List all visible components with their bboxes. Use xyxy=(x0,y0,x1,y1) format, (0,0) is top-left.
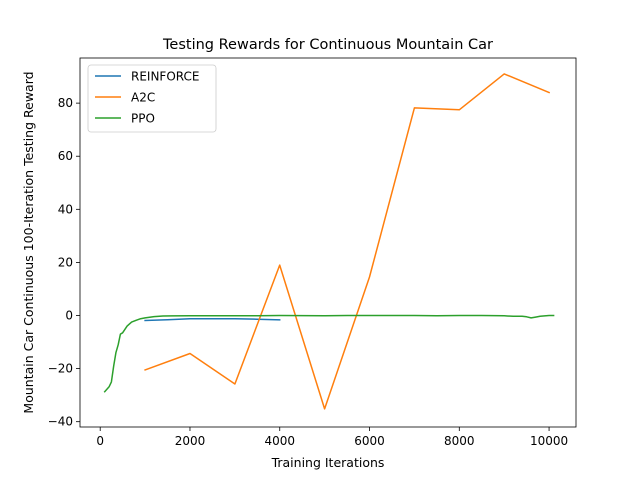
x-tick-label: 8000 xyxy=(444,434,475,448)
plot-frame xyxy=(79,57,577,428)
legend: REINFORCE A2C PPO xyxy=(87,64,217,133)
y-tick-label: 0 xyxy=(65,309,73,323)
x-tick-label: 10000 xyxy=(530,434,568,448)
legend-label: REINFORCE xyxy=(131,70,199,84)
x-tick-label: 6000 xyxy=(354,434,385,448)
x-tick-label: 2000 xyxy=(175,434,206,448)
x-axis: 0 2000 4000 6000 8000 10000 xyxy=(96,427,568,448)
y-tick-label: 40 xyxy=(58,202,73,216)
y-tick-label: −40 xyxy=(48,415,73,429)
y-tick-label: 60 xyxy=(58,149,73,163)
y-axis: −40 −20 0 20 40 60 80 xyxy=(48,96,80,429)
series-line-ppo xyxy=(103,314,555,393)
legend-frame xyxy=(87,64,217,133)
x-tick-label: 0 xyxy=(96,434,104,448)
series-line-reinforce xyxy=(144,317,281,322)
x-tick-label: 4000 xyxy=(264,434,295,448)
series-line-a2c xyxy=(144,73,551,410)
y-tick-label: 80 xyxy=(58,96,73,110)
y-axis-label: Mountain Car Continuous 100-Iteration Te… xyxy=(21,71,36,413)
x-axis-label: Training Iterations xyxy=(271,455,385,470)
legend-label: A2C xyxy=(131,91,155,105)
chart-title: Testing Rewards for Continuous Mountain … xyxy=(162,37,493,53)
y-tick-label: −20 xyxy=(48,362,73,376)
plot-area xyxy=(103,73,555,410)
legend-label: PPO xyxy=(131,112,155,126)
y-tick-label: 20 xyxy=(58,255,73,269)
